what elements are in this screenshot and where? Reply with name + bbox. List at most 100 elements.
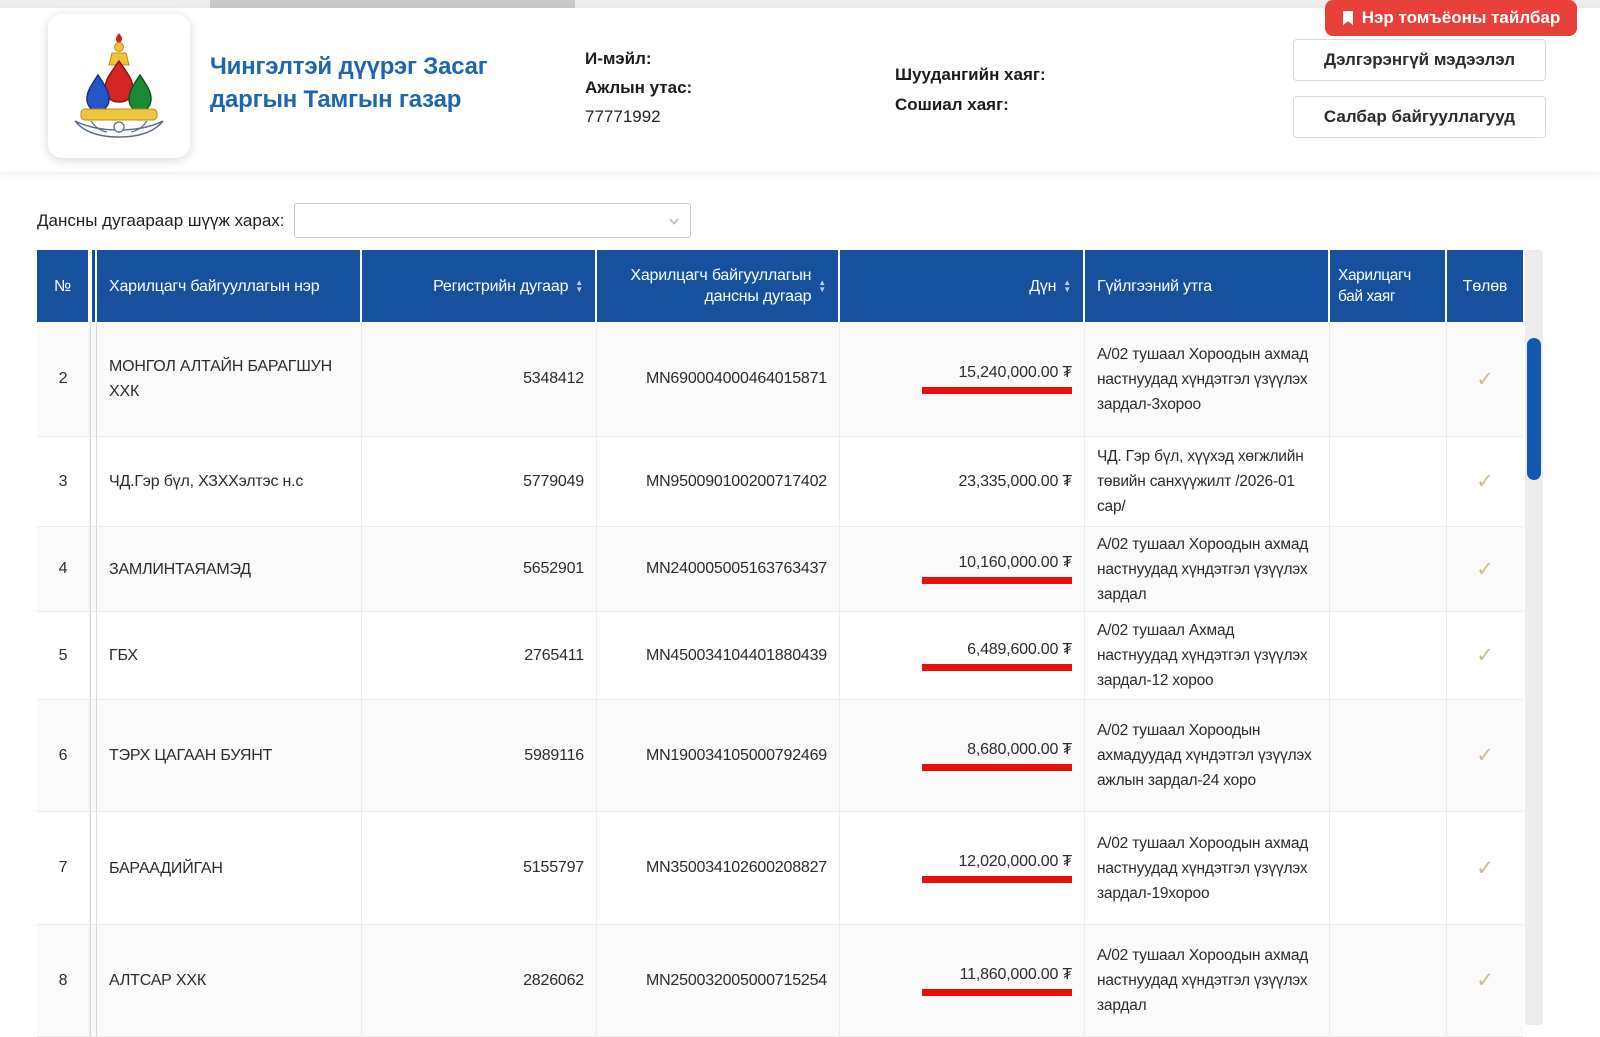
transaction-description: ЧД. Гэр бүл, хүүхэд хөгжлийн төвийн санх… [1085, 437, 1330, 527]
table-scrollbar-thumb[interactable] [1527, 338, 1541, 480]
amount-underline [922, 663, 1072, 671]
amount-cell: 15,240,000.00 ₮ [840, 322, 1085, 437]
amount-underline [922, 387, 1072, 394]
column-divider [90, 925, 97, 1037]
account-number: MN250032005000715254 [597, 925, 840, 1037]
partner-name: ТЭРХ ЦАГААН БУЯНТ [97, 700, 362, 812]
col-header-no: № [37, 250, 90, 322]
col-header-description: Гүйлгээний утга [1085, 250, 1330, 322]
register-number: 5989116 [362, 700, 597, 812]
amount-cell: 12,020,000.00 ₮ [840, 812, 1085, 925]
sort-icon[interactable]: ▲ ▼ [575, 278, 583, 294]
table-row: 4 ЗАМЛИНТАЯАМЭД 5652901 MN24000500516376… [37, 527, 1523, 612]
partner-address [1330, 527, 1447, 612]
row-number: 6 [37, 700, 90, 812]
account-number: MN350034102600208827 [597, 812, 840, 925]
details-button-label: Дэлгэрэнгүй мэдээлэл [1323, 50, 1516, 69]
col-header-status: Төлөв [1447, 250, 1523, 322]
transaction-description: А/02 тушаал Ахмад настнуудад хүндэтгэл ү… [1085, 612, 1330, 700]
partner-name: БАРААДИЙГАН [97, 812, 362, 925]
col-header-account[interactable]: Харилцагч байгууллагын дансны дугаар ▲ ▼ [597, 250, 840, 322]
amount-value: 15,240,000.00 ₮ [958, 364, 1072, 381]
register-number: 5348412 [362, 322, 597, 437]
amount-underline [922, 876, 1072, 883]
check-icon: ✓ [1476, 744, 1494, 767]
partner-address [1330, 612, 1447, 700]
details-button[interactable]: Дэлгэрэнгүй мэдээлэл [1293, 39, 1546, 81]
column-divider [90, 612, 97, 700]
amount-underline [922, 577, 1072, 584]
column-divider [90, 437, 97, 527]
sort-icon[interactable]: ▲ ▼ [1063, 278, 1071, 294]
account-number: MN690004000464015871 [597, 322, 840, 437]
sort-icon[interactable]: ▲ ▼ [818, 278, 826, 294]
table-row: 8 АЛТСАР ХХК 2826062 MN25003200500071525… [37, 925, 1523, 1037]
col-header-account-label: Харилцагч байгууллагын дансны дугаар [630, 267, 812, 305]
row-number: 7 [37, 812, 90, 925]
partner-name: МОНГОЛ АЛТАЙН БАРАГШУН ХХК [97, 322, 362, 437]
row-number: 8 [37, 925, 90, 1037]
partner-name: АЛТСАР ХХК [97, 925, 362, 1037]
register-number: 2765411 [362, 612, 597, 700]
status-cell: ✓ [1447, 700, 1523, 812]
register-number: 2826062 [362, 925, 597, 1037]
amount-value: 8,680,000.00 ₮ [967, 740, 1072, 758]
status-cell: ✓ [1447, 925, 1523, 1037]
amount-cell: 11,860,000.00 ₮ [840, 925, 1085, 1037]
table-row: 3 ЧД.Гэр бүл, ХЗХХэлтэс н.с 5779049 MN95… [37, 437, 1523, 527]
glossary-button-label: Нэр томъёоны тайлбар [1361, 8, 1561, 27]
table-row: 2 МОНГОЛ АЛТАЙН БАРАГШУН ХХК 5348412 MN6… [37, 322, 1523, 437]
status-cell: ✓ [1447, 812, 1523, 925]
partner-address [1330, 437, 1447, 527]
account-number: MN240005005163763437 [597, 527, 840, 612]
work-phone-label: Ажлын утас: [585, 78, 693, 97]
amount-value: 10,160,000.00 ₮ [958, 554, 1072, 571]
branches-button[interactable]: Салбар байгууллагууд [1293, 96, 1546, 138]
row-number: 5 [37, 612, 90, 700]
table-scrollbar[interactable] [1525, 250, 1543, 1025]
account-number: MN450034104401880439 [597, 612, 840, 700]
transaction-description: А/02 тушаал Хороодын ахмад настнуудад хү… [1085, 812, 1330, 925]
col-header-amount-label: Дүн [1029, 277, 1057, 295]
account-number: MN190034105000792469 [597, 700, 840, 812]
table-row: 6 ТЭРХ ЦАГААН БУЯНТ 5989116 MN1900341050… [37, 700, 1523, 812]
amount-underline [922, 988, 1072, 996]
org-header: Чингэлтэй дүүрэг Засаг даргын Тамгын газ… [0, 8, 1600, 172]
status-cell: ✓ [1447, 527, 1523, 612]
glossary-button[interactable]: Нэр томъёоны тайлбар [1325, 0, 1577, 36]
check-icon: ✓ [1476, 856, 1494, 880]
partner-address [1330, 925, 1447, 1037]
account-number: MN950090100200717402 [597, 437, 840, 527]
status-cell: ✓ [1447, 437, 1523, 527]
check-icon: ✓ [1476, 644, 1494, 667]
col-header-amount[interactable]: Дүн ▲ ▼ [840, 250, 1085, 322]
work-phone-value: 77771992 [585, 107, 661, 126]
amount-cell: 6,489,600.00 ₮ [840, 612, 1085, 700]
header-column-divider [90, 250, 97, 322]
table-row: 7 БАРААДИЙГАН 5155797 MN3500341026002088… [37, 812, 1523, 925]
email-label: И-мэйл: [585, 49, 652, 68]
amount-cell: 10,160,000.00 ₮ [840, 527, 1085, 612]
account-filter-select[interactable] [293, 203, 691, 238]
row-number: 4 [37, 527, 90, 612]
status-cell: ✓ [1447, 612, 1523, 700]
amount-value: 6,489,600.00 ₮ [967, 640, 1072, 658]
branches-button-label: Салбар байгууллагууд [1323, 107, 1516, 126]
account-filter-label: Дансны дугаараар шүүж харах: [37, 210, 285, 230]
check-icon: ✓ [1476, 557, 1494, 581]
column-divider [90, 527, 97, 612]
amount-cell: 8,680,000.00 ₮ [840, 700, 1085, 812]
page-top-strip [0, 0, 1600, 8]
contact-block-2: Шуудангийн хаяг: Сошиал хаяг: [895, 60, 1046, 120]
partner-name: ЧД.Гэр бүл, ХЗХХэлтэс н.с [97, 437, 362, 527]
column-divider [90, 700, 97, 812]
transactions-table: № Харилцагч байгууллагын нэр Регистрийн … [37, 250, 1543, 1037]
account-filter: Дансны дугаараар шүүж харах: [37, 203, 691, 238]
column-divider [90, 812, 97, 925]
chingeltei-emblem-icon [74, 33, 164, 138]
page-title: Чингэлтэй дүүрэг Засаг даргын Тамгын газ… [210, 53, 488, 113]
col-header-register[interactable]: Регистрийн дугаар ▲ ▼ [362, 250, 597, 322]
postal-address-label: Шуудангийн хаяг: [895, 65, 1046, 84]
status-cell: ✓ [1447, 322, 1523, 437]
check-icon: ✓ [1476, 969, 1494, 992]
